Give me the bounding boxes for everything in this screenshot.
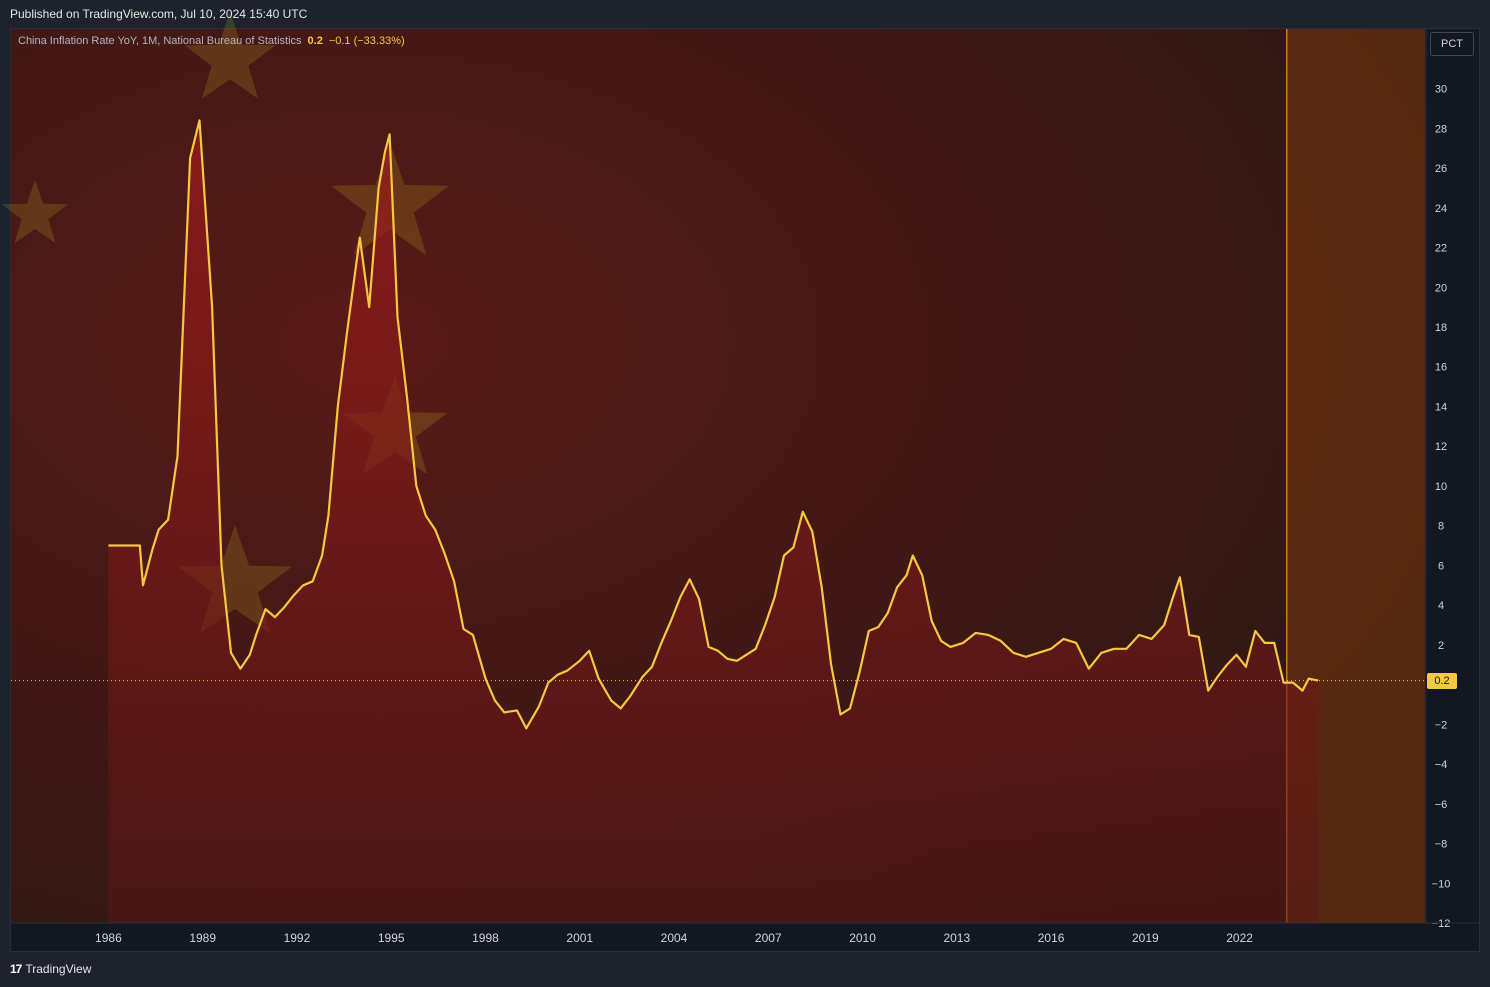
- x-tick-label: 2013: [943, 931, 970, 945]
- star-icon: [177, 525, 293, 634]
- series-area: [108, 120, 1319, 923]
- unit-button[interactable]: PCT: [1430, 32, 1474, 56]
- y-tick-label: 2: [1438, 640, 1444, 652]
- x-tick-label: 2010: [849, 931, 876, 945]
- x-tick-label: 2004: [661, 931, 688, 945]
- star-icon: [1, 180, 69, 244]
- y-tick-label: 14: [1435, 401, 1447, 413]
- footer-bar: [0, 952, 1490, 987]
- x-tick-label: 2016: [1038, 931, 1065, 945]
- x-tick-label: 2007: [755, 931, 782, 945]
- star-icon: [184, 12, 276, 99]
- y-tick-label: 28: [1435, 123, 1447, 135]
- top-bar: [0, 0, 1490, 28]
- chart-legend: China Inflation Rate YoY, 1M, National B…: [18, 35, 405, 47]
- x-tick-label: 1992: [284, 931, 311, 945]
- x-tick-label: 2001: [566, 931, 593, 945]
- tradingview-logo-icon: 17: [10, 962, 22, 976]
- y-tick-label: −2: [1435, 719, 1448, 731]
- y-tick-label: 4: [1438, 600, 1444, 612]
- y-tick-label: 12: [1435, 441, 1447, 453]
- y-tick-label: 6: [1438, 560, 1444, 572]
- y-tick-label: 18: [1435, 322, 1447, 334]
- brand-name: TradingView: [25, 962, 92, 976]
- x-axis-ticks: 1986 1989 1992 1995 1998 2001 2004 2007 2010 2013…: [95, 931, 1253, 945]
- legend-value: 0.2: [307, 35, 323, 47]
- y-tick-label: 8: [1438, 521, 1444, 533]
- y-tick-label: −6: [1435, 799, 1448, 811]
- current-price-tag: 0.2: [1427, 673, 1457, 689]
- y-tick-label: −12: [1432, 918, 1451, 930]
- published-text: Published on TradingView.com, Jul 10, 20…: [10, 7, 308, 21]
- y-axis-ticks: 3230282624222018161412108642−2−4−6−8−10−…: [1432, 44, 1451, 930]
- series-line: [108, 119, 1319, 730]
- y-tick-label: −4: [1435, 759, 1448, 771]
- y-tick-label: 26: [1435, 163, 1447, 175]
- brand[interactable]: 17 TradingView: [10, 962, 91, 976]
- y-tick-label: 16: [1435, 362, 1447, 374]
- legend-title: China Inflation Rate YoY, 1M, National B…: [18, 35, 302, 47]
- x-tick-label: 1989: [189, 931, 216, 945]
- x-tick-label: 1998: [472, 931, 499, 945]
- y-tick-label: 22: [1435, 243, 1447, 255]
- x-tick-label: 2019: [1132, 931, 1159, 945]
- y-tick-label: −8: [1435, 839, 1448, 851]
- x-tick-label: 1986: [95, 931, 122, 945]
- y-tick-label: 30: [1435, 84, 1447, 96]
- legend-change: −0.1 (−33.33%): [328, 35, 405, 47]
- x-tick-label: 1995: [378, 931, 405, 945]
- y-tick-label: 24: [1435, 203, 1447, 215]
- y-tick-label: 10: [1435, 481, 1447, 493]
- y-tick-label: −10: [1432, 878, 1451, 890]
- x-tick-label: 2022: [1226, 931, 1253, 945]
- y-tick-label: 20: [1435, 282, 1447, 294]
